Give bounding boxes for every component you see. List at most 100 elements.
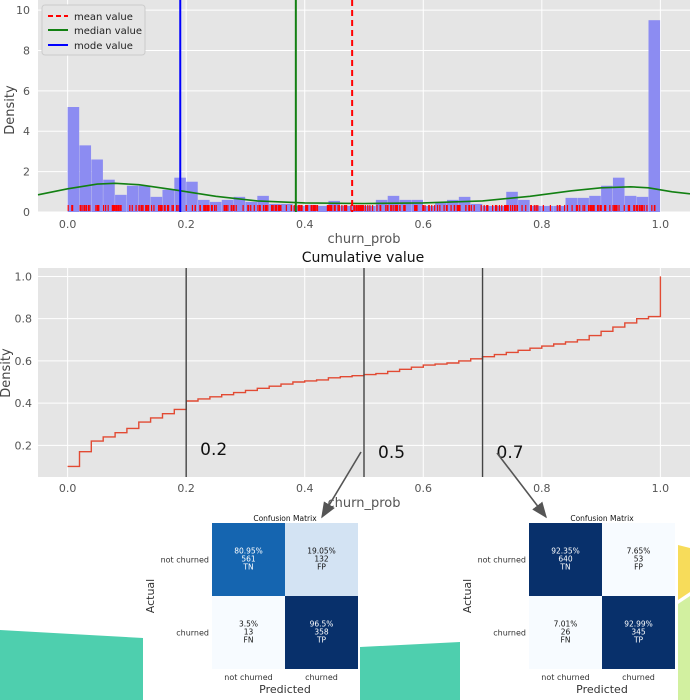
cell-count: 13 — [244, 628, 254, 637]
histogram-bar — [446, 199, 459, 212]
histogram-bar — [257, 195, 269, 212]
column-label: not churned — [224, 673, 272, 682]
histogram-bar — [233, 196, 246, 212]
cumulative-y-ticks: 0.2 0.4 0.6 0.8 1.0 — [15, 270, 33, 452]
matrix-cell — [529, 523, 602, 596]
cumulative-title: Cumulative value — [302, 250, 425, 266]
histogram-bar — [150, 196, 163, 212]
histogram-bar — [636, 196, 649, 212]
cell-count: 561 — [241, 555, 256, 564]
cell-count: 26 — [561, 628, 571, 637]
histogram-bar — [316, 205, 329, 212]
statistic-lines — [179, 0, 354, 212]
arrow-to-matrix-0.7 — [496, 452, 547, 519]
x-tick-label: 0.2 — [177, 482, 195, 495]
histogram-bar — [648, 20, 661, 212]
histogram-legend: mean value median value mode value — [41, 4, 146, 56]
threshold-label-0.2: 0.2 — [200, 440, 227, 460]
x-tick-label: 0.6 — [415, 218, 433, 231]
threshold-label-0.5: 0.5 — [378, 443, 405, 463]
cell-count: 345 — [631, 628, 646, 637]
cell-tag: TN — [559, 563, 570, 572]
cell-percent: 80.95% — [234, 547, 263, 556]
matrix-cell — [285, 596, 358, 669]
column-label: not churned — [541, 673, 589, 682]
row-label: churned — [176, 629, 209, 638]
histogram-bar — [138, 185, 151, 212]
cell-tag: FN — [561, 636, 571, 645]
x-tick-label: 0.4 — [296, 482, 314, 495]
histogram-x-label: churn_prob — [328, 232, 401, 247]
cell-percent: 92.35% — [551, 547, 580, 556]
histogram-bar — [589, 195, 601, 212]
y-tick-label: 0.6 — [15, 355, 33, 368]
cell-tag: FN — [244, 636, 254, 645]
matrix-y-label: Actual — [461, 579, 474, 613]
histogram-x-ticks: 0.0 0.2 0.4 0.6 0.8 1.0 — [59, 218, 669, 231]
y-tick-label: 10 — [16, 4, 30, 17]
y-tick-label: 0 — [23, 206, 30, 219]
histogram-bar — [435, 201, 447, 212]
histogram-bar — [470, 203, 483, 212]
matrix-cell — [212, 596, 285, 669]
histogram-bar — [103, 179, 115, 212]
threshold-lines: 0.2 0.5 0.7 — [185, 268, 524, 477]
histogram-bar — [577, 197, 589, 212]
histogram-bar — [565, 197, 578, 212]
x-tick-label: 0.8 — [533, 218, 551, 231]
legend-box — [41, 4, 146, 56]
x-tick-label: 0.4 — [296, 218, 314, 231]
kde-curve — [37, 182, 690, 205]
histogram-bar — [624, 195, 637, 212]
x-tick-label: 1.0 — [652, 482, 670, 495]
x-tick-label: 0.8 — [533, 482, 551, 495]
cumulative-x-ticks: 0.0 0.2 0.4 0.6 0.8 1.0 — [59, 482, 669, 495]
arrow-to-matrix-0.5 — [321, 451, 362, 519]
histogram-bar — [186, 181, 198, 212]
threshold-label-0.7: 0.7 — [497, 443, 524, 463]
cell-percent: 92.99% — [624, 620, 653, 629]
cell-percent: 7.01% — [554, 620, 578, 629]
histogram-bar — [506, 191, 518, 212]
cell-tag: TP — [316, 636, 327, 645]
x-tick-label: 0.0 — [59, 482, 77, 495]
teal-shape-middle — [360, 642, 460, 700]
histogram-plot-area — [38, 0, 690, 212]
legend-label-mode: mode value — [74, 41, 133, 52]
histogram-y-label: Density — [3, 85, 18, 135]
cell-percent: 3.5% — [239, 620, 258, 629]
x-tick-label: 0.2 — [177, 218, 195, 231]
cell-percent: 19.05% — [307, 547, 336, 556]
yellow-shape-right — [678, 545, 690, 600]
cell-percent: 96.5% — [310, 620, 334, 629]
cell-tag: FP — [317, 563, 326, 572]
row-label: not churned — [478, 556, 526, 565]
legend-label-median: median value — [74, 26, 142, 37]
histogram-bar — [67, 107, 80, 212]
y-tick-label: 6 — [23, 85, 30, 98]
histogram-bar — [91, 159, 103, 212]
histogram-bar — [375, 199, 388, 212]
legend-label-mean: mean value — [74, 12, 133, 23]
matrix-title: Confusion Matrix — [570, 514, 634, 523]
matrix-x-label: Predicted — [576, 683, 628, 696]
cell-tag: TN — [242, 563, 253, 572]
column-label: churned — [305, 673, 338, 682]
histogram-bar — [79, 145, 92, 212]
teal-shape-left — [0, 630, 143, 700]
y-tick-label: 1.0 — [15, 270, 33, 283]
matrix-cell — [602, 523, 675, 596]
histogram-y-ticks: 0 2 4 6 8 10 — [16, 4, 30, 219]
x-tick-label: 0.0 — [59, 218, 77, 231]
column-label: churned — [622, 673, 655, 682]
histogram-bar — [612, 177, 625, 212]
cumulative-x-label: churn_prob — [328, 496, 401, 511]
cumulative-chart: Cumulative value 0.2 0.5 0.7 0.2 0.4 0.6 0.8 1… — [0, 250, 690, 511]
histogram-bar — [494, 205, 506, 212]
histogram-bar — [115, 194, 127, 212]
cell-count: 640 — [558, 555, 573, 564]
background-decoration — [0, 545, 690, 700]
row-label: not churned — [161, 556, 209, 565]
